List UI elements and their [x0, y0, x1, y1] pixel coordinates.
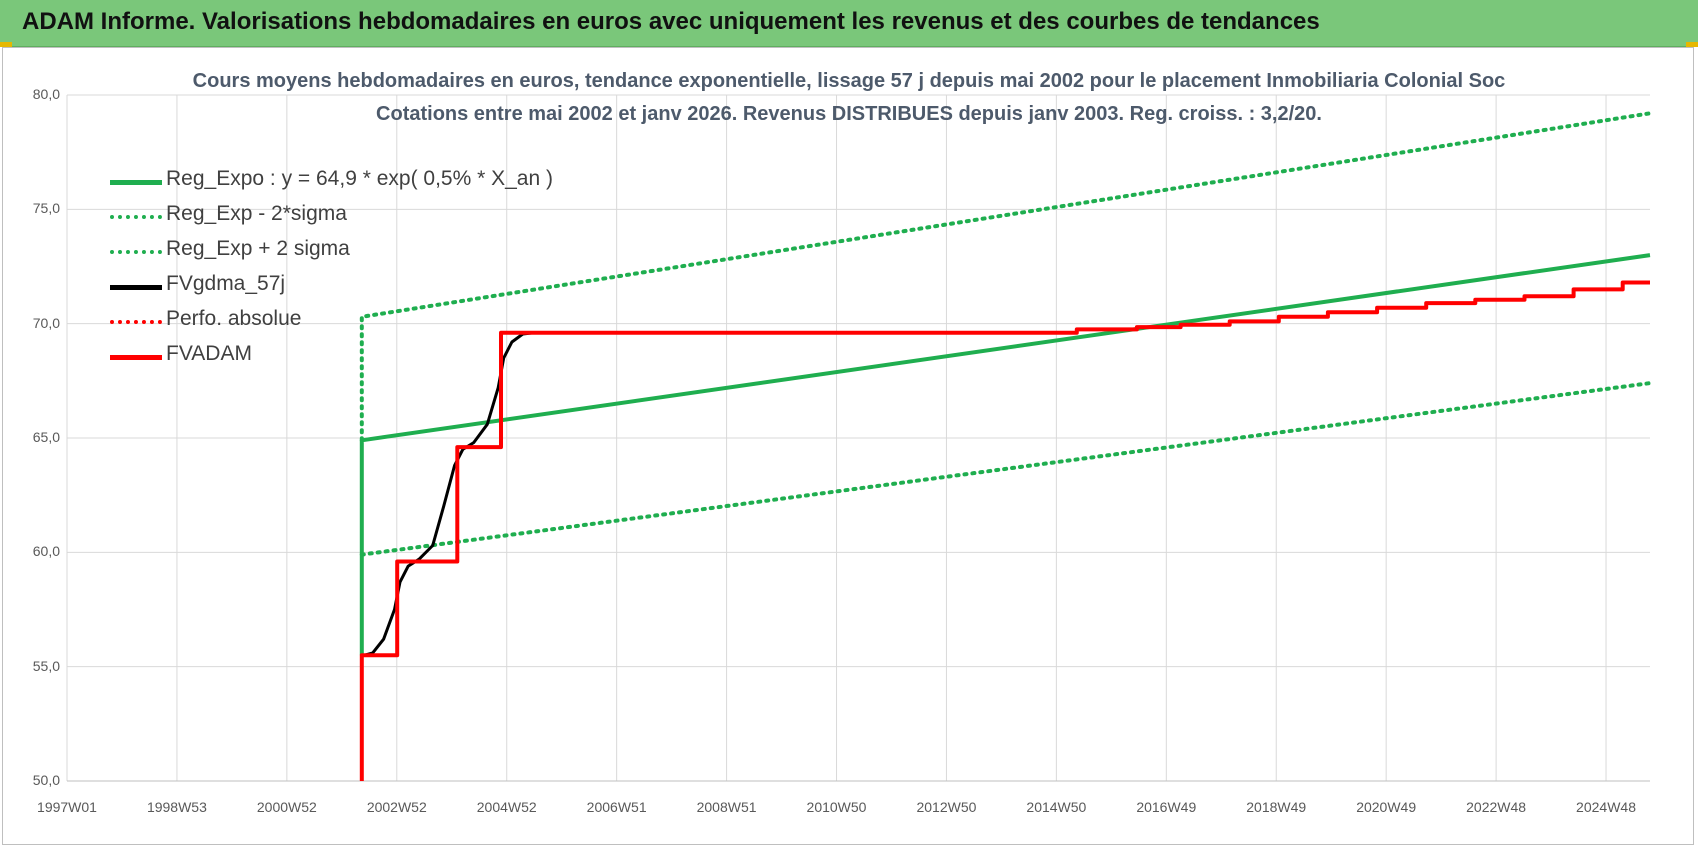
x-tick-label: 2016W49 — [1136, 799, 1197, 815]
legend-swatch — [110, 180, 162, 185]
x-tick-label: 2004W52 — [476, 799, 537, 815]
y-tick-label: 65,0 — [32, 429, 60, 445]
series-line — [359, 381, 1652, 557]
corner-marker-left — [0, 42, 12, 47]
legend-swatch — [110, 215, 162, 219]
x-tick-label: 2022W48 — [1466, 799, 1527, 815]
banner-title: ADAM Informe. Valorisations hebdomadaire… — [22, 8, 1320, 35]
legend: Reg_Expo : y = 64,9 * exp( 0,5% * X_an )… — [110, 164, 570, 374]
chart-title-line1: Cours moyens hebdomadaires en euros, ten… — [192, 70, 1506, 92]
legend-swatch — [110, 320, 162, 324]
banner: ADAM Informe. Valorisations hebdomadaire… — [0, 0, 1698, 47]
x-tick-label: 2012W50 — [916, 799, 977, 815]
legend-item: Perfo. absolue — [110, 304, 570, 339]
legend-item: FVADAM — [110, 339, 570, 374]
legend-item: Reg_Exp - 2*sigma — [110, 199, 570, 234]
legend-swatch — [110, 355, 162, 360]
legend-label: FVgdma_57j — [166, 272, 286, 295]
legend-item: Reg_Exp + 2 sigma — [110, 234, 570, 269]
y-tick-label: 70,0 — [32, 314, 60, 331]
legend-label: Reg_Expo : y = 64,9 * exp( 0,5% * X_an ) — [166, 167, 553, 190]
x-tick-label: 2002W52 — [366, 799, 427, 815]
x-tick-label: 2010W50 — [806, 799, 867, 815]
legend-label: Reg_Exp + 2 sigma — [166, 237, 350, 260]
series-line — [359, 253, 1651, 656]
chart-title-line2: Cotations entre mai 2002 et janv 2026. R… — [376, 103, 1322, 125]
x-tick-label: 2006W51 — [586, 799, 647, 815]
x-tick-label: 2014W50 — [1026, 799, 1087, 815]
chart-frame — [2, 47, 1694, 845]
legend-label: Reg_Exp - 2*sigma — [166, 202, 347, 225]
legend-item: Reg_Expo : y = 64,9 * exp( 0,5% * X_an ) — [110, 164, 570, 199]
legend-label: Perfo. absolue — [166, 307, 302, 330]
legend-swatch — [110, 250, 162, 254]
corner-marker-right — [1686, 42, 1698, 47]
y-tick-label: 75,0 — [32, 200, 60, 217]
x-tick-label: 1997W01 — [37, 799, 97, 815]
x-tick-label: 2020W49 — [1356, 799, 1417, 815]
x-tick-label: 1998W53 — [146, 799, 207, 815]
x-tick-label: 2000W52 — [256, 799, 317, 815]
legend-label: FVADAM — [166, 342, 252, 365]
y-tick-label: 80,0 — [32, 86, 60, 102]
x-tick-label: 2024W48 — [1576, 799, 1636, 815]
y-tick-label: 60,0 — [32, 543, 60, 560]
series-line — [364, 331, 559, 657]
x-tick-label: 2018W49 — [1246, 799, 1307, 815]
y-tick-label: 55,0 — [32, 657, 60, 674]
series-line — [359, 280, 1650, 781]
legend-swatch — [110, 285, 162, 290]
y-tick-label: 50,0 — [32, 772, 60, 788]
series-line — [359, 111, 1652, 443]
x-tick-label: 2008W51 — [696, 799, 757, 815]
legend-item: FVgdma_57j — [110, 269, 570, 304]
